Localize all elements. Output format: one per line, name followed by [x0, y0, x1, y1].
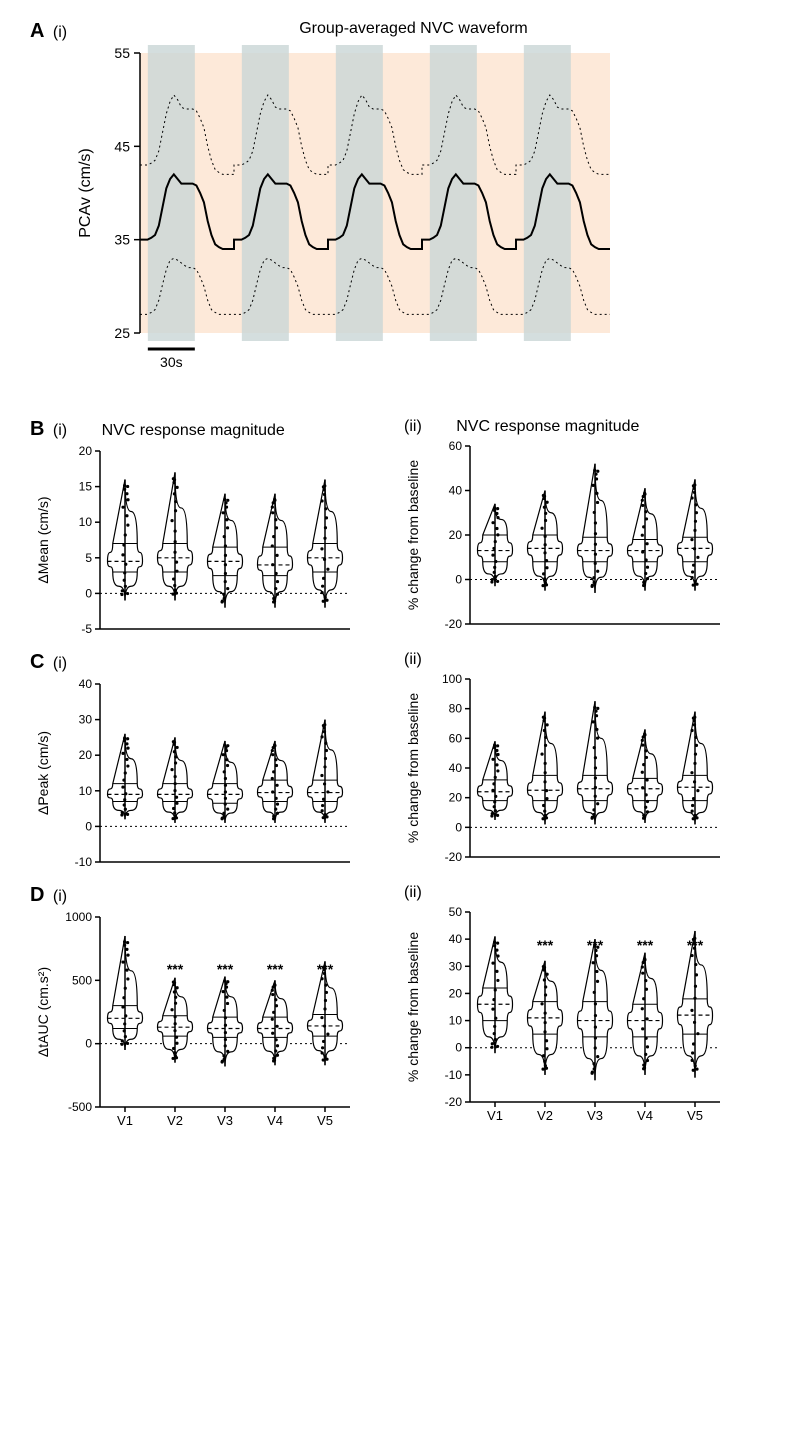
svg-text:***: ***	[267, 961, 284, 977]
svg-text:V4: V4	[637, 1108, 653, 1123]
svg-text:V4: V4	[267, 1113, 283, 1128]
svg-text:-10: -10	[445, 1068, 463, 1082]
svg-text:20: 20	[79, 748, 93, 762]
svg-text:***: ***	[217, 961, 234, 977]
svg-text:25: 25	[114, 325, 130, 341]
svg-text:***: ***	[317, 961, 334, 977]
panel-c-label: C	[30, 651, 44, 673]
svg-text:30: 30	[79, 713, 93, 727]
svg-text:40: 40	[449, 761, 463, 775]
svg-text:60: 60	[449, 439, 463, 453]
svg-text:40: 40	[449, 932, 463, 946]
svg-text:35: 35	[114, 232, 130, 248]
panel-b-left-svg: -5 0 5 10 15 20 ΔMean (cm/s)	[30, 441, 360, 641]
svg-text:10: 10	[449, 1014, 463, 1028]
svg-text:30s: 30s	[160, 354, 183, 370]
panel-a-svg: 25 35 45 55 PCAv (cm/s) 30s	[70, 43, 630, 383]
svg-text:100: 100	[442, 672, 462, 686]
svg-text:20: 20	[449, 986, 463, 1000]
svg-text:-20: -20	[445, 1095, 463, 1109]
svg-text:55: 55	[114, 45, 130, 61]
svg-text:% change from baseline: % change from baseline	[405, 932, 421, 1082]
panel-d-right-svg: -20 -10 0 10 20 30 40 50 % change from baseline V…	[400, 902, 730, 1132]
svg-text:40: 40	[79, 677, 93, 691]
panel-b-right-sub: (ii)	[404, 418, 422, 435]
svg-text:V1: V1	[117, 1113, 133, 1128]
svg-text:10: 10	[79, 784, 93, 798]
panel-b-right-title: NVC response magnitude	[456, 418, 639, 435]
svg-text:V2: V2	[537, 1108, 553, 1123]
svg-text:45: 45	[114, 138, 130, 154]
panel-c-left-sub: (i)	[53, 655, 67, 672]
svg-text:% change from baseline: % change from baseline	[405, 693, 421, 843]
panel-d-right-sub: (ii)	[404, 884, 422, 901]
svg-text:***: ***	[167, 961, 184, 977]
svg-text:V1: V1	[487, 1108, 503, 1123]
svg-text:5: 5	[85, 551, 92, 565]
figure-root: A (i) Group-averaged NVC waveform 25 35 45…	[0, 0, 787, 1167]
panel-c-row: C (i) -10 0 10 20 30 40 ΔPeak (cm/s) (ii) -20 0…	[30, 651, 757, 874]
panel-d-label: D	[30, 884, 44, 906]
svg-text:PCAv (cm/s): PCAv (cm/s)	[77, 148, 94, 237]
svg-text:20: 20	[449, 791, 463, 805]
svg-text:1000: 1000	[65, 910, 92, 924]
svg-text:ΔPeak (cm/s): ΔPeak (cm/s)	[35, 731, 51, 815]
svg-text:20: 20	[79, 444, 93, 458]
svg-text:% change from baseline: % change from baseline	[405, 460, 421, 610]
svg-text:60: 60	[449, 731, 463, 745]
svg-text:50: 50	[449, 905, 463, 919]
panel-b-row: B (i) NVC response magnitude -5 0 5 10 15 20 Δ…	[30, 418, 757, 641]
svg-text:-20: -20	[445, 850, 463, 864]
panel-b-label: B	[30, 418, 44, 440]
svg-text:V2: V2	[167, 1113, 183, 1128]
svg-text:***: ***	[587, 937, 604, 953]
svg-text:30: 30	[449, 959, 463, 973]
svg-text:V5: V5	[317, 1113, 333, 1128]
svg-text:ΔtAUC (cm.s²): ΔtAUC (cm.s²)	[35, 967, 51, 1057]
panel-d-row: D (i) -50005001000ΔtAUC (cm.s²)V1V2V3V4V…	[30, 884, 757, 1137]
svg-text:20: 20	[449, 528, 463, 542]
panel-d-left-svg: -500 0 500 1000 ΔtAUC (cm.s²) V1 V2 V3 V4 V5 *** **…	[30, 907, 360, 1137]
svg-text:ΔMean (cm/s): ΔMean (cm/s)	[35, 496, 51, 583]
svg-text:0: 0	[455, 1041, 462, 1055]
panel-b-left-sub: (i)	[53, 422, 67, 439]
svg-text:***: ***	[537, 937, 554, 953]
svg-text:0: 0	[455, 573, 462, 587]
panel-b-left-title: NVC response magnitude	[102, 422, 285, 439]
svg-text:-20: -20	[445, 617, 463, 631]
panel-c-right-sub: (ii)	[404, 651, 422, 668]
svg-text:-500: -500	[68, 1100, 92, 1114]
svg-text:V3: V3	[587, 1108, 603, 1123]
svg-text:V5: V5	[687, 1108, 703, 1123]
svg-text:10: 10	[79, 515, 93, 529]
svg-text:***: ***	[687, 937, 704, 953]
svg-text:0: 0	[85, 586, 92, 600]
svg-text:500: 500	[72, 973, 92, 987]
panel-c-right-svg: -20 0 20 40 60 80 100 % change from baseline	[400, 669, 730, 869]
svg-text:80: 80	[449, 702, 463, 716]
svg-text:-10: -10	[75, 855, 93, 869]
svg-text:V3: V3	[217, 1113, 233, 1128]
svg-text:0: 0	[455, 820, 462, 834]
svg-text:-5: -5	[81, 622, 92, 636]
svg-text:***: ***	[637, 937, 654, 953]
panel-c-left-svg: -10 0 10 20 30 40 ΔPeak (cm/s)	[30, 674, 360, 874]
svg-text:40: 40	[449, 484, 463, 498]
panel-a: A (i) Group-averaged NVC waveform 25 35 45…	[30, 20, 757, 388]
panel-d-left-sub: (i)	[53, 888, 67, 905]
panel-a-sub: (i)	[53, 24, 67, 41]
svg-text:15: 15	[79, 480, 93, 494]
svg-text:0: 0	[85, 819, 92, 833]
panel-a-label: A	[30, 20, 44, 42]
panel-a-title: Group-averaged NVC waveform	[299, 20, 528, 37]
svg-text:0: 0	[85, 1037, 92, 1051]
panel-b-right-svg: -20 0 20 40 60 % change from baseline	[400, 436, 730, 636]
